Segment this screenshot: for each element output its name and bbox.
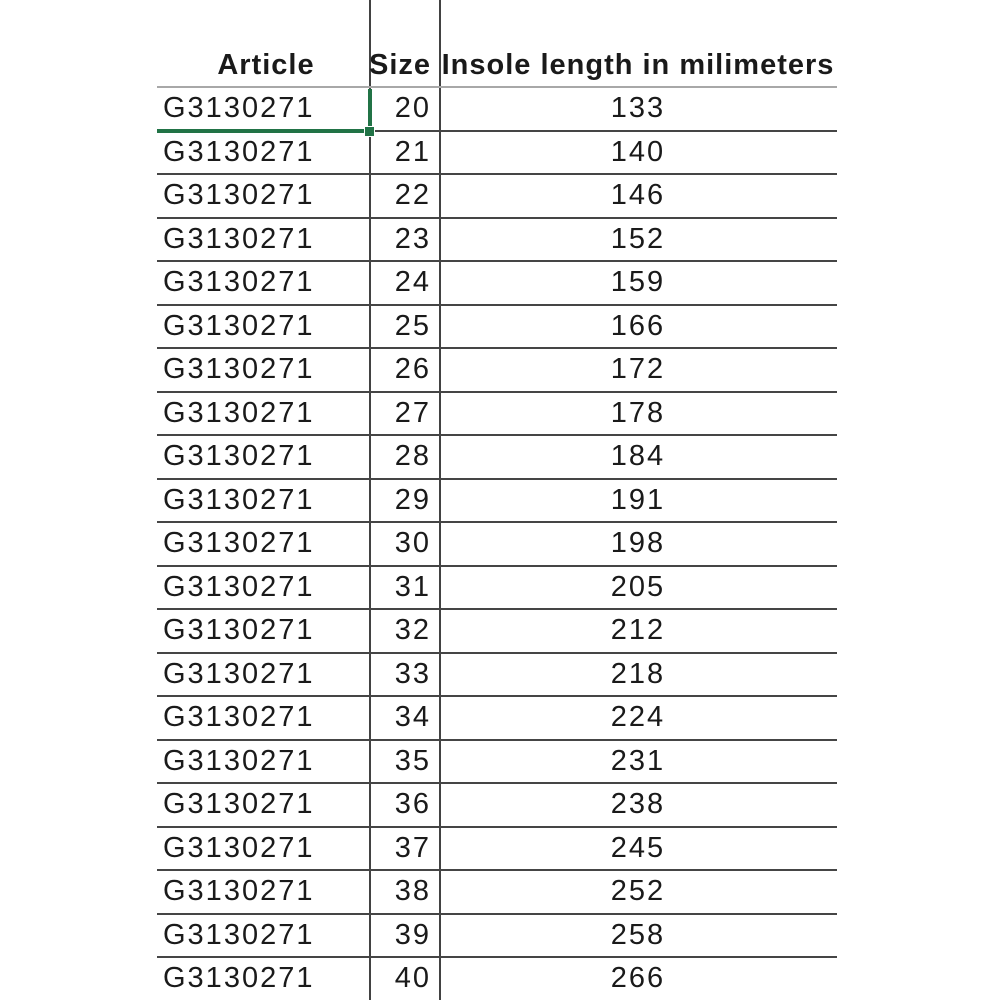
header-article[interactable]: Article (217, 49, 315, 81)
cell-article[interactable]: G3130271 (163, 179, 315, 211)
cell-article[interactable]: G3130271 (163, 440, 315, 472)
cell-insole-length[interactable]: 140 (610, 135, 666, 168)
selection-fill-handle[interactable] (364, 126, 375, 137)
cell-article[interactable]: G3130271 (163, 527, 315, 559)
cell-size[interactable]: 29 (394, 483, 431, 516)
table-row: G3130271 34 224 (157, 697, 837, 741)
table-row: G3130271 31 205 (157, 567, 837, 610)
table-row: G3130271 36 238 (157, 784, 837, 828)
cell-article[interactable]: G3130271 (163, 266, 315, 298)
cell-article[interactable]: G3130271 (163, 309, 315, 342)
selection-bottom-border (157, 129, 366, 133)
table-row: G3130271 26 172 (157, 349, 837, 393)
cell-size[interactable]: 37 (394, 831, 431, 864)
cell-article[interactable]: G3130271 (163, 570, 315, 603)
cell-size[interactable]: 39 (394, 918, 431, 951)
cell-insole-length[interactable]: 198 (610, 527, 666, 559)
cell-insole-length[interactable]: 133 (610, 92, 666, 124)
table-row: G3130271 40 266 (157, 958, 837, 1000)
cell-size[interactable]: 30 (394, 527, 431, 559)
size-column-left-border (369, 0, 371, 1000)
cell-article[interactable]: G3130271 (163, 831, 315, 864)
cell-size[interactable]: 28 (394, 440, 431, 472)
cell-size[interactable]: 23 (394, 222, 431, 255)
cell-insole-length[interactable]: 231 (610, 744, 666, 777)
cell-size[interactable]: 33 (394, 657, 431, 690)
cell-article[interactable]: G3130271 (163, 222, 315, 255)
cell-insole-length[interactable]: 266 (610, 962, 666, 994)
cell-insole-length[interactable]: 184 (610, 440, 666, 472)
table-row: G3130271 38 252 (157, 871, 837, 915)
cell-insole-length[interactable]: 218 (610, 657, 666, 690)
cell-insole-length[interactable]: 205 (610, 570, 666, 603)
table-row: G3130271 35 231 (157, 741, 837, 784)
cell-size[interactable]: 21 (394, 135, 431, 168)
table-row: G3130271 28 184 (157, 436, 837, 480)
cell-article[interactable]: G3130271 (163, 788, 315, 820)
table-row: G3130271 39 258 (157, 915, 837, 958)
table-row: G3130271 24 159 (157, 262, 837, 306)
cell-insole-length[interactable]: 159 (610, 266, 666, 298)
table-row: G3130271 29 191 (157, 480, 837, 523)
cell-insole-length[interactable]: 238 (610, 788, 666, 820)
table-row: G3130271 23 152 (157, 219, 837, 262)
table-row: G3130271 37 245 (157, 828, 837, 871)
table-row: G3130271 32 212 (157, 610, 837, 654)
table-row: G3130271 33 218 (157, 654, 837, 697)
cell-article[interactable]: G3130271 (163, 962, 315, 994)
table-row: G3130271 22 146 (157, 175, 837, 219)
cell-size[interactable]: 27 (394, 396, 431, 429)
table-row: G3130271 21 140 (157, 132, 837, 175)
cell-insole-length[interactable]: 258 (610, 918, 666, 951)
table-row: G3130271 30 198 (157, 523, 837, 567)
cell-insole-length[interactable]: 172 (610, 353, 666, 385)
table-row: G3130271 20 133 (157, 88, 837, 132)
cell-size[interactable]: 25 (394, 309, 431, 342)
cell-article[interactable]: G3130271 (163, 483, 315, 516)
selection-right-border (368, 89, 372, 128)
header-insole-length[interactable]: Insole length in milimeters (441, 49, 835, 81)
cell-article[interactable]: G3130271 (163, 657, 315, 690)
cell-size[interactable]: 32 (394, 614, 431, 646)
cell-article[interactable]: G3130271 (163, 353, 315, 385)
cell-article[interactable]: G3130271 (163, 744, 315, 777)
cell-size[interactable]: 34 (394, 701, 431, 733)
cell-insole-length[interactable]: 178 (610, 396, 666, 429)
cell-article[interactable]: G3130271 (163, 396, 315, 429)
cell-insole-length[interactable]: 245 (610, 831, 666, 864)
cell-insole-length[interactable]: 191 (610, 483, 666, 516)
cell-article[interactable]: G3130271 (163, 918, 315, 951)
cell-size[interactable]: 31 (394, 570, 431, 603)
cell-insole-length[interactable]: 224 (610, 701, 666, 733)
cell-insole-length[interactable]: 146 (610, 179, 666, 211)
cell-article[interactable]: G3130271 (163, 92, 315, 124)
cell-size[interactable]: 22 (394, 179, 431, 211)
cell-size[interactable]: 24 (394, 266, 431, 298)
cell-article[interactable]: G3130271 (163, 701, 315, 733)
table-header-row: Article Size Insole length in milimeters (157, 0, 837, 88)
header-size[interactable]: Size (368, 49, 432, 81)
table-body: G3130271 20 133 G3130271 21 140 G3130271 22 146 G… (157, 88, 837, 1000)
size-column-right-border (439, 0, 441, 1000)
table-row: G3130271 27 178 (157, 393, 837, 436)
cell-insole-length[interactable]: 252 (610, 875, 666, 907)
cell-size[interactable]: 40 (394, 962, 431, 994)
cell-insole-length[interactable]: 166 (610, 309, 666, 342)
cell-article[interactable]: G3130271 (163, 614, 315, 646)
cell-article[interactable]: G3130271 (163, 135, 315, 168)
table-row: G3130271 25 166 (157, 306, 837, 349)
cell-size[interactable]: 36 (394, 788, 431, 820)
cell-size[interactable]: 38 (394, 875, 431, 907)
cell-size[interactable]: 35 (394, 744, 431, 777)
cell-size[interactable]: 26 (394, 353, 431, 385)
cell-insole-length[interactable]: 152 (610, 222, 666, 255)
cell-insole-length[interactable]: 212 (610, 614, 666, 646)
sizes-table: Article Size Insole length in milimeters… (157, 0, 837, 1000)
cell-article[interactable]: G3130271 (163, 875, 315, 907)
cell-size[interactable]: 20 (394, 92, 431, 124)
